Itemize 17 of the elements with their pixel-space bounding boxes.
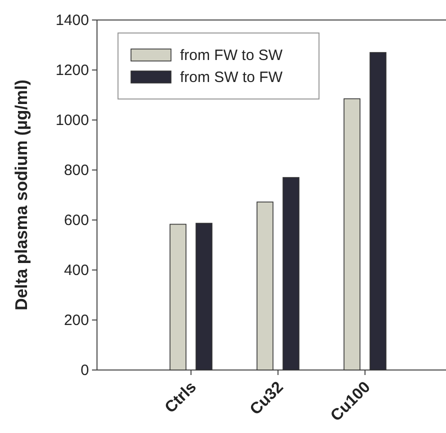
bar bbox=[196, 222, 212, 370]
y-tick-label: 400 bbox=[64, 262, 89, 279]
y-tick-label: 0 bbox=[80, 362, 89, 379]
bar bbox=[370, 52, 386, 370]
bar bbox=[256, 202, 274, 370]
legend-label: from SW to FW bbox=[180, 69, 284, 86]
y-axis-title: Delta plasma sodium (µg/ml) bbox=[12, 80, 31, 310]
bar bbox=[170, 224, 186, 370]
y-tick-label: 1400 bbox=[56, 12, 89, 29]
y-tick-label: 1200 bbox=[56, 62, 89, 79]
legend-label: from FW to SW bbox=[180, 47, 284, 64]
bar bbox=[344, 98, 360, 370]
y-tick-label: 600 bbox=[64, 212, 89, 229]
y-tick-label: 800 bbox=[64, 162, 89, 179]
y-tick-label: 200 bbox=[64, 312, 89, 329]
y-tick-label: 1000 bbox=[56, 112, 89, 129]
bar bbox=[282, 177, 300, 370]
